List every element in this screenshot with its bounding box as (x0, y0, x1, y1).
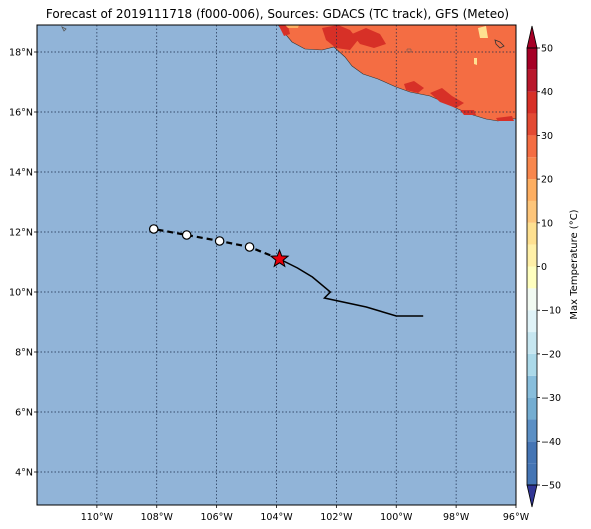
colorbar-min-extend (526, 484, 538, 508)
colorbar-segment (527, 353, 537, 376)
graticule (37, 25, 517, 505)
land-hot-region (352, 28, 386, 48)
lon-tick-label: 104°W (260, 512, 293, 523)
land-hot-region (278, 25, 290, 36)
colorbar-tick-label: 30 (541, 131, 553, 142)
colorbar-segment (527, 91, 537, 114)
colorbar-segment (527, 288, 537, 311)
colorbar-max-extend (526, 25, 538, 49)
colorbar-segment (527, 332, 537, 354)
colorbar-tick-label: 50 (541, 44, 553, 55)
colorbar-tick-label: 10 (541, 218, 553, 229)
lon-tick-label: 96°W (503, 512, 530, 523)
land-warm-region (285, 25, 299, 28)
map-title: Forecast of 2019111718 (f000-006), Sourc… (45, 7, 510, 21)
colorbar-segment (527, 441, 537, 464)
land-hot-region (430, 88, 464, 108)
colorbar-segment (527, 222, 537, 245)
colorbar-tick-label: −10 (541, 306, 561, 317)
colorbar-tick-label: −50 (541, 481, 561, 492)
lon-tick-label: 110°W (81, 512, 114, 523)
forecast-position-marker (214, 236, 225, 246)
lon-tick-label: 106°W (200, 512, 233, 523)
land-hot-region (322, 25, 358, 50)
land-pale-region (474, 58, 477, 65)
colorbar: −50 −40 −30 −20 −10 0 10 20 30 40 50 Max Temperatur… (526, 25, 580, 508)
lat-tick-label: 6°N (15, 408, 33, 419)
colorbar-segment (527, 266, 537, 289)
colorbar-segment (527, 157, 537, 180)
colorbar-tick-label: 40 (541, 87, 553, 98)
colorbar-tick-label: −40 (541, 437, 561, 448)
colorbar-segment (527, 69, 537, 92)
latitude-ticks: 4°N 6°N 8°N 10°N 12°N 14°N 16°N 18°N (9, 48, 37, 479)
colorbar-segment (527, 200, 537, 223)
colorbar-tick-label: −30 (541, 393, 561, 404)
colorbar-tick-label: −20 (541, 349, 561, 360)
land-hot-region (460, 110, 476, 115)
colorbar-segment (527, 48, 537, 70)
colorbar-label: Max Temperature (°C) (569, 209, 580, 319)
lat-tick-label: 8°N (15, 348, 33, 359)
lon-tick-label: 108°W (141, 512, 174, 523)
lat-tick-label: 16°N (9, 108, 33, 119)
colorbar-segment (527, 310, 537, 333)
colorbar-segment (527, 179, 537, 201)
lat-tick-label: 10°N (9, 288, 33, 299)
lat-tick-label: 18°N (9, 48, 33, 59)
lat-tick-label: 12°N (9, 228, 33, 239)
longitude-ticks: 110°W 108°W 106°W 104°W 102°W 100°W 98°W 96°W (81, 505, 530, 523)
colorbar-segment (527, 135, 537, 158)
lon-tick-label: 98°W (443, 512, 470, 523)
colorbar-segment (527, 419, 537, 442)
lat-tick-label: 14°N (9, 168, 33, 179)
land-pale-region (478, 26, 488, 38)
land-small-island (494, 39, 505, 49)
lat-tick-label: 4°N (15, 468, 33, 479)
colorbar-segment (527, 463, 537, 485)
observed-track-line (279, 258, 424, 317)
land-small-island (406, 48, 412, 53)
lon-tick-label: 100°W (380, 512, 413, 523)
colorbar-tick-label: 0 (541, 262, 547, 273)
forecast-position-marker (181, 230, 192, 240)
colorbar-segment (527, 113, 537, 136)
land-small-island (61, 26, 67, 32)
forecast-position-marker (244, 242, 255, 252)
colorbar-segment (527, 397, 537, 420)
colorbar-segment (527, 375, 537, 398)
forecast-position-marker (148, 224, 159, 234)
land-hot-region (404, 81, 424, 93)
land-layer (61, 25, 516, 122)
storm-track (148, 224, 424, 317)
land-hot-region (496, 116, 514, 121)
colorbar-tick-label: 20 (541, 175, 553, 186)
colorbar-segment (527, 244, 537, 267)
lon-tick-label: 102°W (320, 512, 353, 523)
current-position-star-icon (269, 248, 290, 268)
